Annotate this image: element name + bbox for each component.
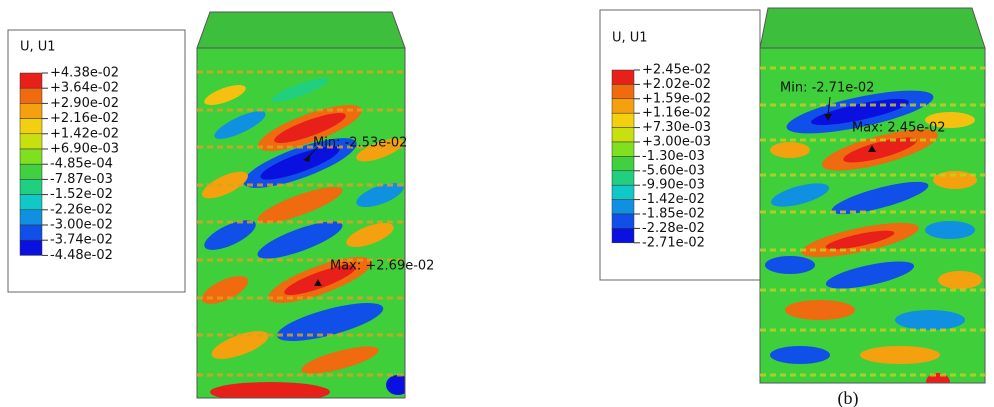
legend-swatch bbox=[611, 170, 635, 186]
legend-swatch bbox=[611, 69, 635, 85]
legend-label: -2.71e-02 bbox=[642, 235, 705, 250]
min-annotation: Min: -2.53e-02 bbox=[313, 136, 407, 151]
legend-swatch bbox=[611, 228, 635, 244]
legend-label: -2.28e-02 bbox=[642, 221, 705, 236]
legend-title: U, U1 bbox=[612, 31, 648, 46]
legend-label: -1.52e-02 bbox=[50, 187, 113, 202]
legend-label: -5.60e-03 bbox=[642, 163, 705, 178]
legend-title: U, U1 bbox=[20, 40, 56, 55]
legend-label: -2.26e-02 bbox=[50, 202, 113, 217]
legend-swatch bbox=[611, 184, 635, 200]
max-annotation: Max: 2.45e-02 bbox=[852, 121, 946, 136]
legend-swatch bbox=[611, 141, 635, 157]
legend-label: +1.42e-02 bbox=[50, 126, 119, 141]
legend-swatch bbox=[19, 118, 43, 135]
legend-label: +1.16e-02 bbox=[642, 106, 711, 121]
legend-swatch bbox=[611, 213, 635, 229]
max-annotation: Max: +2.69e-02 bbox=[330, 259, 434, 274]
legend-label: +6.90e-03 bbox=[50, 142, 119, 157]
legend-swatch bbox=[19, 179, 43, 195]
legend-swatch bbox=[611, 112, 635, 128]
contour-plot bbox=[196, 11, 406, 399]
legend-label: -7.87e-03 bbox=[50, 172, 113, 187]
legend-swatch bbox=[19, 103, 43, 119]
legend-label: +2.90e-02 bbox=[50, 96, 119, 111]
legend-swatch bbox=[611, 199, 635, 215]
legend-label: +2.02e-02 bbox=[642, 77, 711, 92]
legend-label: +2.45e-02 bbox=[642, 63, 711, 78]
legend-label: -1.30e-03 bbox=[642, 149, 705, 164]
legend-label: -1.85e-02 bbox=[642, 207, 705, 222]
legend-label: +1.59e-02 bbox=[642, 91, 711, 106]
legend-label: -4.48e-02 bbox=[50, 248, 113, 263]
caption: (b) bbox=[838, 388, 859, 407]
legend-label: +3.00e-03 bbox=[642, 135, 711, 150]
legend-swatch bbox=[611, 156, 635, 172]
legend-swatch bbox=[19, 72, 43, 89]
legend-swatch bbox=[611, 127, 635, 143]
min-annotation: Min: -2.71e-02 bbox=[780, 81, 874, 96]
legend-label: +7.30e-03 bbox=[642, 120, 711, 135]
legend-swatch bbox=[19, 239, 43, 256]
legend-swatch bbox=[19, 133, 43, 150]
legend-swatch bbox=[19, 194, 43, 211]
legend-label: -4.85e-04 bbox=[50, 157, 113, 172]
legend-swatch bbox=[611, 98, 635, 114]
legend-label: -3.74e-02 bbox=[50, 233, 113, 248]
legend-swatch bbox=[611, 84, 635, 100]
legend-label: +3.64e-02 bbox=[50, 81, 119, 96]
legend-swatch bbox=[19, 209, 43, 226]
contour-plot bbox=[759, 7, 986, 384]
legend-swatch bbox=[19, 224, 43, 241]
legend-swatch bbox=[19, 87, 43, 104]
legend-label: -1.42e-02 bbox=[642, 192, 705, 207]
legend-label: +2.16e-02 bbox=[50, 111, 119, 126]
legend-label: +4.38e-02 bbox=[50, 66, 119, 81]
legend-label: -3.00e-02 bbox=[50, 218, 113, 233]
legend-swatch bbox=[19, 163, 43, 180]
legend-swatch bbox=[19, 148, 43, 165]
legend-label: -9.90e-03 bbox=[642, 178, 705, 193]
